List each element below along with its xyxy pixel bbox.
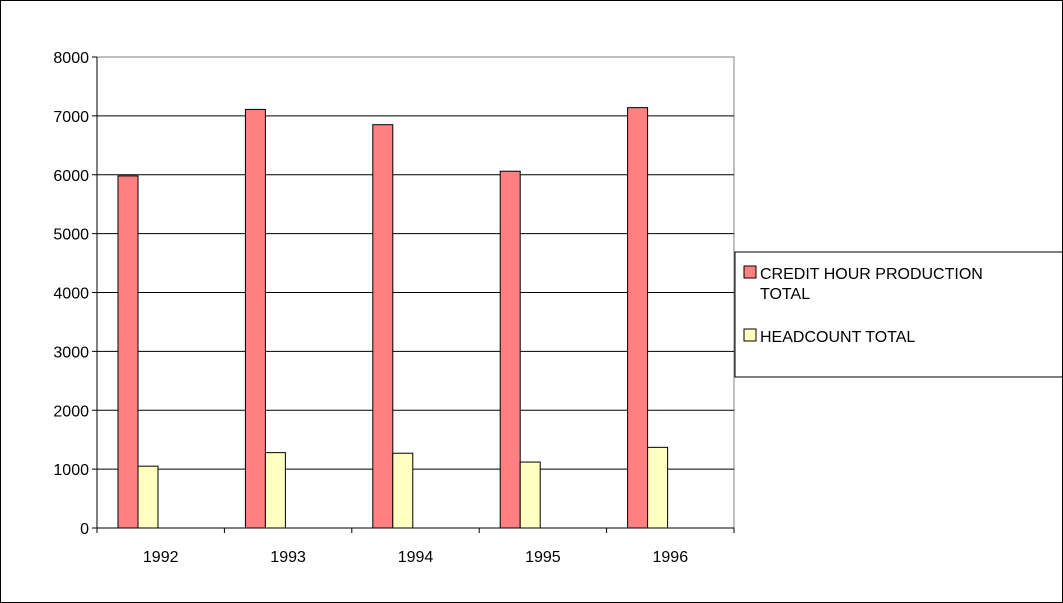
bar-series-2-1996 [647, 446, 669, 529]
bar-series-2-1995 [519, 461, 541, 529]
legend-swatch-1 [743, 265, 757, 279]
bars [117, 107, 669, 529]
y-tick-label: 8000 [53, 50, 89, 67]
y-tick-label: 1000 [53, 462, 89, 479]
legend: CREDIT HOUR PRODUCTION TOTAL HEADCOUNT TOT… [734, 251, 1062, 378]
bar-series-2-1992 [137, 465, 159, 529]
bar-series-2-1994 [392, 452, 414, 529]
y-tick-label: 4000 [53, 286, 89, 303]
y-tick-label: 6000 [53, 168, 89, 185]
x-tick-label: 1996 [653, 549, 689, 566]
y-axis: 0 1000 2000 3000 4000 5000 6000 7000 8000 [53, 50, 98, 538]
y-tick-label: 0 [80, 521, 89, 538]
legend-box [734, 251, 1062, 378]
x-tick-label: 1992 [143, 549, 179, 566]
bar-series-1-1993 [244, 108, 266, 529]
bar-series-1-1994 [372, 124, 394, 529]
x-tick-label: 1995 [525, 549, 561, 566]
legend-label-1: TOTAL [760, 286, 810, 303]
x-tick-label: 1994 [398, 549, 434, 566]
y-tick-label: 5000 [53, 227, 89, 244]
bar-series-1-1992 [117, 175, 139, 529]
x-tick-label: 1993 [270, 549, 306, 566]
x-axis: 1992 1993 1994 1995 1996 [96, 527, 735, 566]
y-tick-label: 7000 [53, 109, 89, 126]
legend-swatch-2 [743, 328, 757, 342]
bar-series-1-1995 [499, 170, 521, 529]
legend-label-1: CREDIT HOUR PRODUCTION [760, 266, 983, 283]
y-tick-label: 3000 [53, 344, 89, 361]
y-tick-label: 2000 [53, 403, 89, 420]
bar-series-1-1996 [627, 107, 649, 529]
bar-series-2-1993 [264, 452, 286, 529]
legend-label-2: HEADCOUNT TOTAL [760, 329, 915, 346]
